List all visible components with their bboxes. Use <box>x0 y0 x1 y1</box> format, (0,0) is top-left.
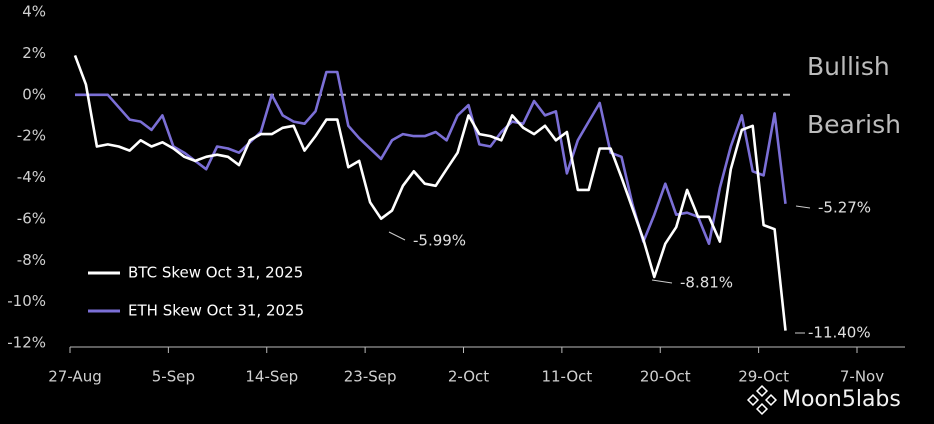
y-tick-label: -12% <box>7 334 46 352</box>
y-tick-label: 0% <box>22 85 46 103</box>
annotation-leader <box>651 279 673 284</box>
annotation: -5.99% <box>413 232 466 250</box>
annotation: -5.27% <box>818 199 871 217</box>
logo-part <box>764 393 778 407</box>
zone-label: Bearish <box>807 110 901 139</box>
x-tick-label: 7-Nov <box>840 368 884 386</box>
y-tick-label: -10% <box>7 292 46 310</box>
series-line <box>73 54 787 331</box>
x-tick-label: 14-Sep <box>245 368 298 386</box>
y-tick-label: -6% <box>17 209 46 227</box>
x-tick-label: 2-Oct <box>448 368 489 386</box>
y-tick-label: -2% <box>17 127 46 145</box>
annotation: -11.40% <box>808 324 871 342</box>
y-tick-label: -8% <box>17 251 46 269</box>
annotation-leader <box>795 205 811 209</box>
logo-part <box>755 384 769 398</box>
y-tick-label: -4% <box>17 168 46 186</box>
x-tick-label: 11-Oct <box>541 368 592 386</box>
x-tick-label: 5-Sep <box>152 368 195 386</box>
y-tick-label: 2% <box>22 44 46 62</box>
logo-part <box>746 393 760 407</box>
annotation: -8.81% <box>680 274 733 292</box>
logo-part <box>755 402 769 416</box>
legend-label: BTC Skew Oct 31, 2025 <box>128 264 303 282</box>
x-tick-label: 27-Aug <box>48 368 101 386</box>
x-tick-label: 23-Sep <box>344 368 397 386</box>
x-tick-label: 29-Oct <box>738 368 789 386</box>
x-tick-label: 20-Oct <box>640 368 691 386</box>
legend-label: ETH Skew Oct 31, 2025 <box>128 302 304 320</box>
y-tick-label: 4% <box>22 3 46 21</box>
annotation-leader <box>388 231 406 241</box>
zone-label: Bullish <box>807 52 890 81</box>
watermark-logo <box>746 384 778 416</box>
watermark: Moon5labs <box>782 387 901 412</box>
